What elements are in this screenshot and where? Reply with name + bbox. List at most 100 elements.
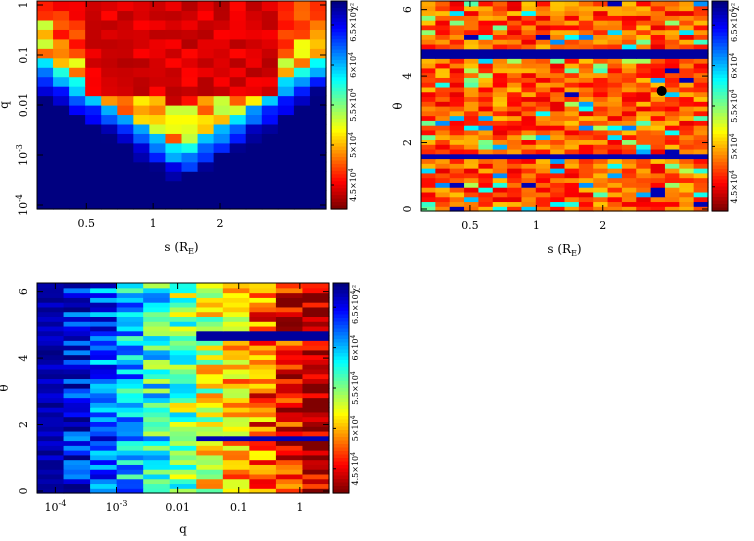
- heatmap-cell: [275, 469, 304, 475]
- heatmap-cell: [664, 153, 680, 160]
- colorbar-tick-label: 5×104: [350, 415, 360, 441]
- heatmap-cell: [302, 283, 330, 289]
- heatmap-cell: [249, 311, 277, 318]
- heatmap-cell: [492, 24, 508, 31]
- heatmap-cell: [309, 48, 327, 59]
- heatmap-cell: [478, 20, 494, 26]
- heatmap-cell: [309, 114, 327, 125]
- heatmap-cell: [435, 5, 451, 12]
- heatmap-cell: [90, 306, 118, 313]
- colorbar-segment: [333, 398, 349, 403]
- heatmap-cell: [116, 349, 144, 356]
- heatmap-cell: [636, 139, 652, 145]
- heatmap-cell: [229, 142, 247, 153]
- heatmap-cell: [143, 325, 171, 332]
- colorbar-segment: [712, 172, 728, 177]
- heatmap-cell: [550, 120, 566, 126]
- colorbar-segment: [331, 105, 347, 110]
- heatmap-cell: [664, 196, 680, 203]
- heatmap-cell: [578, 91, 594, 98]
- heatmap-cell: [435, 191, 451, 198]
- heatmap-cell: [492, 148, 508, 155]
- heatmap-cell: [650, 58, 666, 64]
- heatmap-cell: [275, 459, 304, 465]
- heatmap-cell: [116, 335, 144, 341]
- heatmap-cell: [578, 72, 594, 78]
- heatmap-cell: [143, 335, 171, 341]
- heatmap-cell: [693, 110, 709, 117]
- heatmap-cell: [535, 58, 551, 64]
- heatmap-cell: [578, 101, 594, 107]
- heatmap-cell: [249, 364, 277, 370]
- heatmap-cell: [197, 48, 215, 59]
- heatmap-cell: [229, 76, 247, 87]
- heatmap-cell: [169, 426, 197, 432]
- heatmap-cell: [53, 67, 70, 78]
- heatmap-cell: [664, 86, 680, 93]
- heatmap-cell: [213, 76, 231, 87]
- heatmap-cell: [293, 105, 311, 116]
- heatmap-cell: [101, 180, 118, 191]
- heatmap-cell: [63, 349, 91, 356]
- heatmap-cell: [636, 53, 652, 59]
- heatmap-cell: [229, 67, 247, 78]
- heatmap-cell: [650, 72, 666, 78]
- heatmap-cell: [507, 63, 523, 69]
- heatmap-cell: [133, 123, 150, 134]
- heatmap-cell: [593, 34, 609, 40]
- heatmap-cell: [449, 77, 465, 83]
- heatmap-cell: [149, 86, 167, 97]
- heatmap-cell: [492, 172, 508, 179]
- heatmap-cell: [449, 43, 465, 50]
- heatmap-cell: [63, 283, 91, 289]
- heatmap-cell: [650, 182, 666, 188]
- heatmap-cell: [222, 364, 250, 370]
- heatmap-cell: [245, 199, 263, 210]
- heatmap-cell: [578, 77, 594, 83]
- heatmap-cell: [229, 190, 247, 201]
- colorbar-title: χ²: [351, 285, 360, 293]
- heatmap-cell: [53, 76, 70, 87]
- heatmap-cell: [196, 349, 224, 356]
- heatmap-cell: [421, 106, 436, 112]
- heatmap-cell: [550, 125, 566, 131]
- colorbar-segment: [331, 118, 347, 123]
- heatmap-cell: [464, 101, 479, 107]
- heatmap-cell: [478, 148, 494, 155]
- heatmap-cell: [492, 43, 508, 50]
- heatmap-cell: [63, 388, 91, 394]
- colorbar-segment: [712, 11, 728, 16]
- colorbar-segment: [712, 151, 728, 156]
- heatmap-cell: [564, 182, 580, 188]
- colorbar-segment: [333, 304, 349, 309]
- heatmap-cell: [535, 43, 551, 50]
- heatmap-cell: [249, 445, 277, 451]
- heatmap-cell: [535, 5, 551, 12]
- heatmap-cell: [309, 190, 327, 201]
- heatmap-cell: [449, 5, 465, 12]
- colorbar-segment: [331, 56, 347, 61]
- heatmap-cell: [435, 106, 451, 112]
- heatmap-cell: [578, 43, 594, 50]
- heatmap-cell: [521, 43, 537, 50]
- colorbar-segment: [331, 32, 347, 37]
- heatmap-cell: [492, 67, 508, 74]
- y-axis-label: q: [0, 101, 11, 109]
- heatmap-cell: [261, 142, 279, 153]
- heatmap-cell: [302, 402, 330, 408]
- heatmap-cell: [421, 91, 436, 98]
- y-tick-label: 10-4: [15, 194, 30, 216]
- heatmap-cell: [492, 77, 508, 83]
- heatmap-cell: [37, 67, 54, 78]
- heatmap-cell: [449, 72, 465, 78]
- heatmap-cell: [213, 123, 231, 134]
- heatmap-cell: [169, 435, 197, 442]
- heatmap-cell: [650, 101, 666, 107]
- heatmap-cell: [564, 101, 580, 107]
- colorbar-segment: [331, 42, 347, 47]
- heatmap-cell: [621, 72, 637, 78]
- heatmap-cell: [53, 142, 70, 153]
- heatmap-cell: [507, 201, 523, 207]
- heatmap-cell: [492, 34, 508, 40]
- heatmap-cell: [607, 144, 623, 150]
